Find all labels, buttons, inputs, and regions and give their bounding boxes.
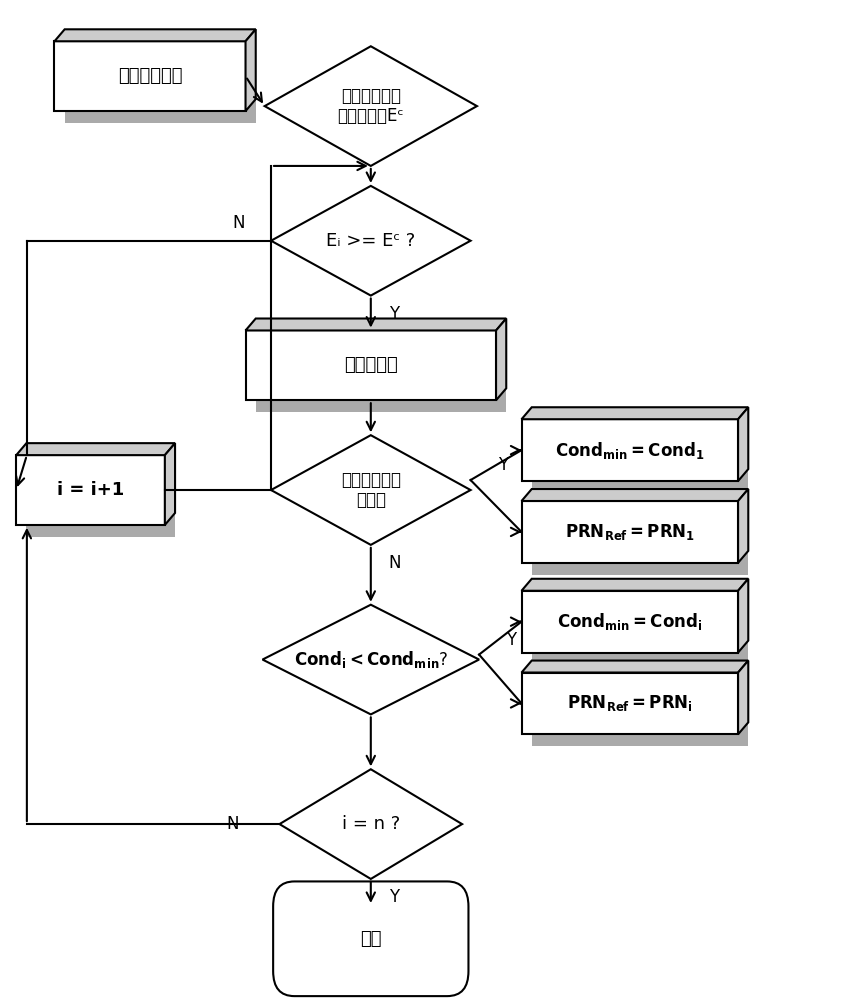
FancyBboxPatch shape (521, 419, 738, 481)
Polygon shape (16, 443, 175, 455)
Polygon shape (265, 46, 477, 166)
Text: Y: Y (389, 888, 400, 906)
Polygon shape (738, 661, 748, 734)
Text: $\mathbf{Cond_{min} = Cond_i}$: $\mathbf{Cond_{min} = Cond_i}$ (557, 611, 703, 632)
Text: i = i+1: i = i+1 (57, 481, 124, 499)
FancyBboxPatch shape (245, 330, 496, 400)
Text: N: N (389, 554, 400, 572)
Text: $\mathbf{Cond_i < Cond_{min}}$?: $\mathbf{Cond_i < Cond_{min}}$? (294, 649, 448, 670)
FancyBboxPatch shape (532, 513, 748, 575)
Text: Y: Y (506, 631, 516, 649)
FancyBboxPatch shape (65, 53, 256, 123)
Polygon shape (271, 435, 470, 545)
FancyBboxPatch shape (256, 342, 506, 412)
Polygon shape (521, 489, 748, 501)
Text: Eᵢ >= Eᶜ ?: Eᵢ >= Eᶜ ? (326, 232, 416, 250)
FancyBboxPatch shape (532, 603, 748, 665)
Text: 计算条件数: 计算条件数 (344, 356, 398, 374)
Text: $\mathbf{PRN_{Ref} = PRN_1}$: $\mathbf{PRN_{Ref} = PRN_1}$ (565, 522, 695, 542)
Text: N: N (233, 214, 245, 232)
Polygon shape (738, 407, 748, 481)
FancyBboxPatch shape (521, 673, 738, 734)
Text: Y: Y (498, 456, 508, 474)
Text: N: N (227, 815, 239, 833)
FancyBboxPatch shape (521, 591, 738, 653)
Polygon shape (279, 769, 462, 879)
Polygon shape (165, 443, 175, 525)
Polygon shape (738, 489, 748, 563)
Polygon shape (521, 579, 748, 591)
FancyBboxPatch shape (26, 467, 175, 537)
FancyBboxPatch shape (521, 501, 738, 563)
Polygon shape (245, 29, 256, 111)
Polygon shape (55, 29, 256, 41)
Text: $\mathbf{PRN_{Ref} = PRN_i}$: $\mathbf{PRN_{Ref} = PRN_i}$ (567, 693, 693, 713)
Polygon shape (496, 319, 506, 400)
Polygon shape (521, 407, 748, 419)
Polygon shape (521, 661, 748, 673)
Polygon shape (262, 605, 479, 714)
FancyBboxPatch shape (532, 684, 748, 746)
Polygon shape (245, 319, 506, 330)
FancyBboxPatch shape (273, 881, 469, 996)
Text: 确定参考卫星
截止高度角Eᶜ: 确定参考卫星 截止高度角Eᶜ (337, 87, 404, 125)
FancyBboxPatch shape (532, 431, 748, 493)
Polygon shape (271, 186, 470, 296)
Text: 初始基线长度: 初始基线长度 (118, 67, 182, 85)
Polygon shape (738, 579, 748, 653)
Text: 是否为第一颤
卫星？: 是否为第一颤 卫星？ (341, 471, 400, 509)
FancyBboxPatch shape (16, 455, 165, 525)
Text: Y: Y (389, 305, 400, 323)
Text: i = n ?: i = n ? (342, 815, 400, 833)
FancyBboxPatch shape (55, 41, 245, 111)
Text: 结束: 结束 (360, 930, 382, 948)
Text: $\mathbf{Cond_{min} = Cond_1}$: $\mathbf{Cond_{min} = Cond_1}$ (555, 440, 705, 461)
